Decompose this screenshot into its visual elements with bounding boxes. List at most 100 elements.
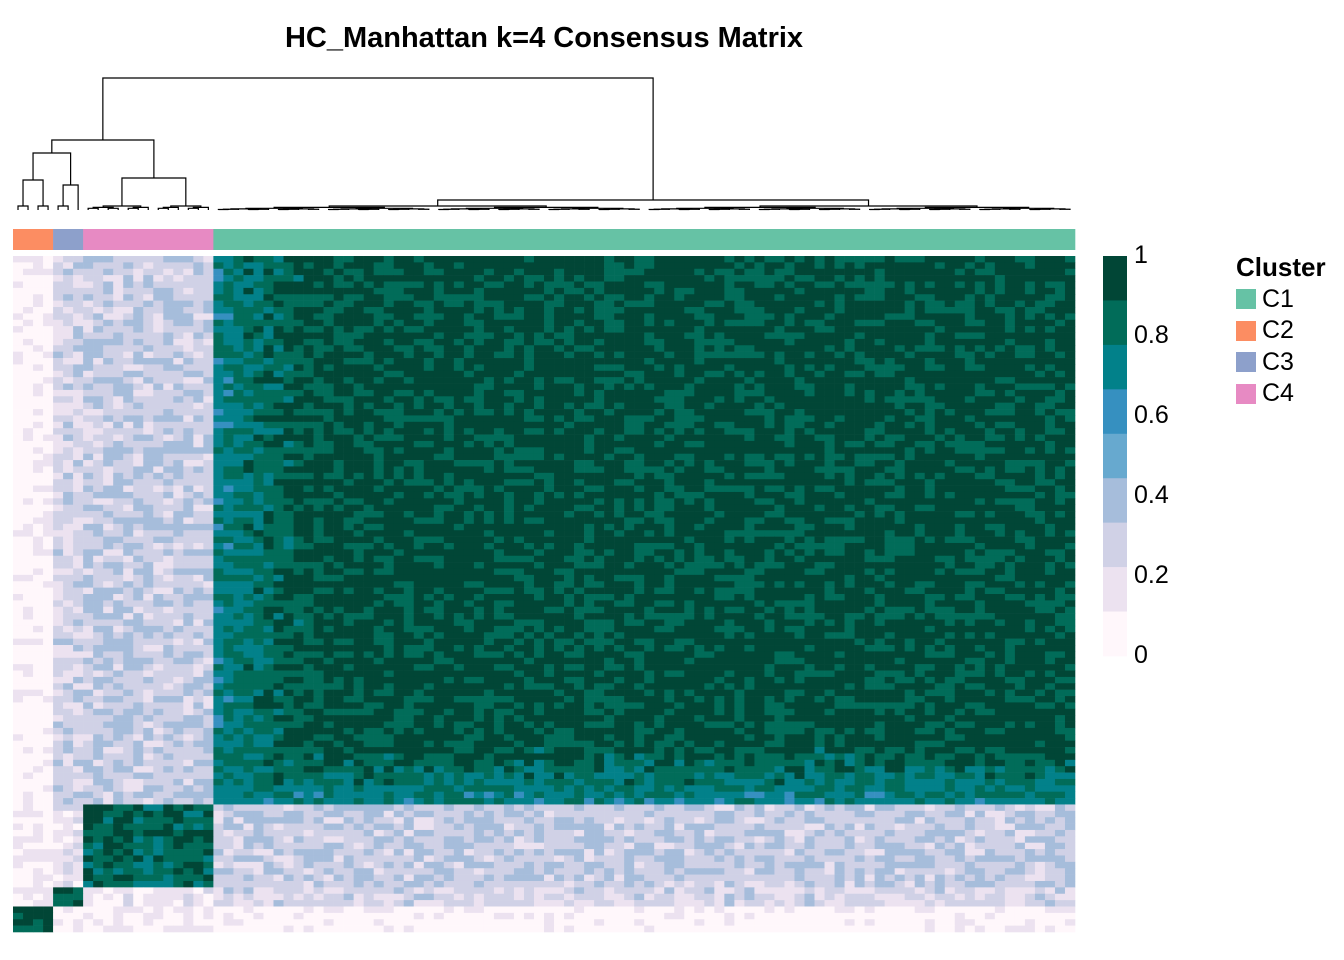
heatmap-cell (123, 415, 134, 423)
heatmap-cell (33, 466, 44, 474)
heatmap-cell (363, 383, 374, 391)
heatmap-cell (954, 479, 966, 486)
heatmap-cell (994, 402, 1006, 410)
heatmap-cell (804, 364, 815, 372)
heatmap-cell (313, 358, 324, 365)
heatmap-cell (113, 536, 124, 544)
heatmap-cell (744, 307, 755, 314)
heatmap-cell (363, 377, 374, 384)
heatmap-cell (924, 428, 936, 435)
heatmap-cell (493, 287, 505, 295)
heatmap-cell (493, 256, 505, 263)
heatmap-cell (343, 326, 354, 333)
heatmap-cell (353, 523, 364, 531)
heatmap-cell (994, 377, 1006, 384)
heatmap-cell (343, 319, 354, 327)
heatmap-cell (393, 287, 405, 295)
heatmap-cell (724, 268, 735, 276)
heatmap-cell (594, 536, 605, 544)
heatmap-cell (604, 415, 615, 423)
heatmap-cell (423, 447, 435, 454)
heatmap-cell (874, 300, 885, 308)
heatmap-cell (403, 542, 415, 550)
heatmap-cell (614, 319, 625, 327)
heatmap-cell (443, 409, 455, 416)
heatmap-cell (23, 326, 34, 333)
heatmap-cell (814, 396, 825, 403)
heatmap-cell (634, 326, 645, 333)
heatmap-cell (333, 421, 344, 429)
heatmap-cell (854, 479, 865, 486)
heatmap-cell (904, 428, 915, 435)
heatmap-cell (113, 307, 124, 314)
heatmap-cell (864, 364, 875, 372)
heatmap-cell (23, 530, 34, 537)
heatmap-cell (393, 364, 405, 372)
heatmap-cell (804, 370, 815, 378)
heatmap-cell (233, 440, 244, 448)
heatmap-cell (123, 453, 134, 461)
heatmap-cell (814, 409, 825, 416)
heatmap-cell (253, 415, 264, 423)
heatmap-cell (934, 275, 946, 282)
heatmap-cell (1054, 485, 1066, 493)
heatmap-cell (594, 542, 605, 550)
heatmap-cell (183, 313, 194, 321)
heatmap-cell (854, 326, 865, 333)
heatmap-cell (854, 332, 865, 340)
heatmap-cell (634, 472, 645, 480)
heatmap-cell (604, 460, 615, 467)
heatmap-cell (1034, 326, 1046, 333)
heatmap-cell (854, 485, 865, 493)
heatmap-cell (303, 326, 314, 333)
heatmap-cell (604, 517, 615, 525)
heatmap-cell (1014, 536, 1026, 544)
heatmap-cell (954, 345, 966, 352)
heatmap-cell (103, 491, 114, 499)
heatmap-cell (223, 396, 234, 403)
heatmap-cell (754, 319, 765, 327)
heatmap-cell (554, 389, 565, 397)
heatmap-cell (684, 536, 695, 544)
heatmap-cell (93, 345, 104, 352)
heatmap-cell (864, 396, 875, 403)
heatmap-cell (493, 428, 505, 435)
heatmap-cell (694, 345, 705, 352)
heatmap-cell (734, 370, 745, 378)
heatmap-cell (373, 409, 384, 416)
heatmap-cell (674, 485, 685, 493)
heatmap-cell (343, 351, 354, 359)
heatmap-cell (123, 313, 134, 321)
heatmap-cell (994, 268, 1006, 276)
heatmap-cell (894, 287, 905, 295)
heatmap-cell (914, 383, 926, 391)
heatmap-cell (944, 460, 956, 467)
heatmap-cell (1044, 536, 1056, 544)
heatmap-cell (634, 377, 645, 384)
heatmap-cell (824, 485, 835, 493)
heatmap-cell (443, 485, 455, 493)
heatmap-cell (503, 453, 515, 461)
heatmap-cell (143, 523, 154, 531)
heatmap-cell (754, 517, 765, 525)
heatmap-cell (253, 434, 264, 442)
heatmap-cell (53, 511, 64, 518)
heatmap-cell (473, 472, 485, 480)
heatmap-cell (253, 460, 264, 467)
heatmap-cell (483, 326, 495, 333)
heatmap-cell (704, 530, 715, 537)
heatmap-cell (624, 351, 635, 359)
heatmap-cell (143, 415, 154, 423)
heatmap-cell (63, 523, 74, 531)
heatmap-cell (684, 485, 695, 493)
heatmap-cell (263, 491, 274, 499)
heatmap-cell (183, 396, 194, 403)
heatmap-cell (413, 364, 425, 372)
heatmap-cell (73, 307, 84, 314)
heatmap-cell (1014, 383, 1026, 391)
heatmap-cell (293, 256, 304, 263)
heatmap-cell (864, 498, 875, 506)
heatmap-cell (964, 536, 976, 544)
heatmap-cell (744, 396, 755, 403)
heatmap-cell (313, 485, 324, 493)
